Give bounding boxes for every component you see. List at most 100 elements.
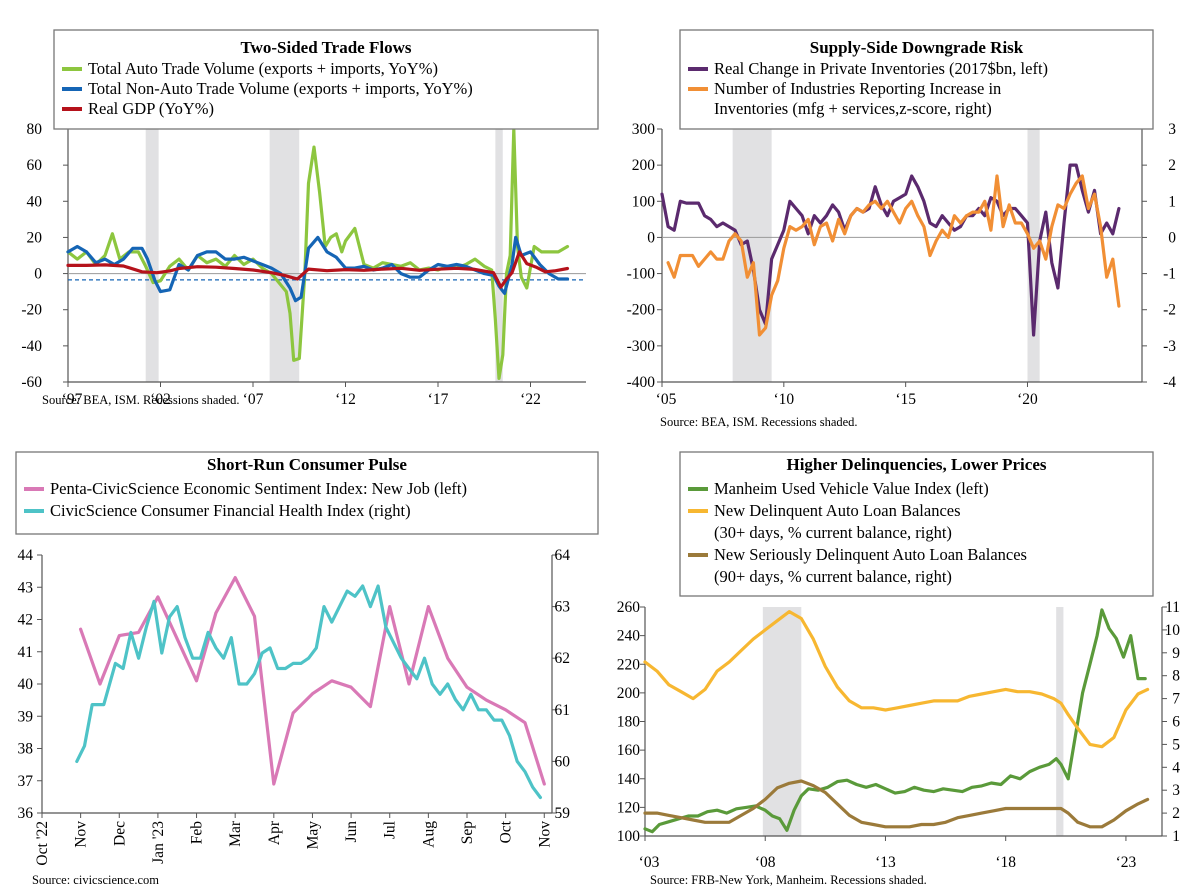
y-tick-label: 36 (18, 805, 34, 822)
y-tick-label: 0 (34, 266, 42, 283)
y-tick-label: 80 (27, 121, 43, 138)
y-tick-label-right: 59 (555, 805, 571, 822)
series-line-1 (643, 608, 1147, 834)
y-tick-label-right: 11 (1165, 599, 1180, 616)
x-tick-label: Oct '22 (34, 821, 51, 866)
y-tick-label: 140 (617, 771, 641, 788)
y-tick-label: 120 (617, 799, 641, 816)
x-tick-label: ‘03 (639, 854, 660, 871)
y-tick-label: -200 (627, 302, 656, 319)
recession-band (269, 129, 300, 382)
chart-title: Higher Delinquencies, Lower Prices (786, 455, 1046, 474)
x-tick-label: ‘10 (773, 391, 794, 408)
x-tick-label: Jan '23 (150, 821, 167, 864)
x-tick-label: ‘13 (875, 854, 896, 871)
y-tick-label-right: -2 (1163, 302, 1176, 319)
x-tick-label: ‘17 (428, 391, 449, 408)
y-tick-label: 260 (617, 599, 641, 616)
x-tick-label: ‘15 (895, 391, 916, 408)
recession-band (1056, 607, 1064, 836)
y-tick-label-right: -3 (1163, 338, 1176, 355)
y-tick-label: 180 (617, 714, 641, 731)
y-tick-label-right: -4 (1163, 374, 1176, 391)
y-tick-label: 43 (18, 579, 34, 596)
recession-band (1027, 129, 1040, 382)
x-tick-label: ‘97 (62, 391, 83, 408)
y-tick-label: 0 (647, 229, 655, 246)
legend-label: (90+ days, % current balance, right) (714, 567, 952, 586)
y-tick-label: 41 (18, 644, 34, 661)
y-tick-label-right: 9 (1172, 645, 1180, 662)
y-tick-label: 42 (18, 612, 34, 629)
y-tick-label: 40 (27, 193, 43, 210)
x-tick-label: Feb (189, 821, 206, 845)
series-line-1 (66, 127, 570, 380)
y-tick-label-right: 64 (555, 547, 571, 564)
y-tick-label: -100 (627, 266, 656, 283)
series-line-1 (660, 163, 1121, 337)
x-tick-label: ‘05 (656, 391, 677, 408)
chart-title: Supply-Side Downgrade Risk (810, 38, 1024, 57)
y-tick-label: 200 (617, 685, 641, 702)
x-tick-label: ‘23 (1116, 854, 1137, 871)
y-tick-label: 200 (632, 157, 656, 174)
y-tick-label: 44 (18, 547, 34, 564)
y-tick-label-right: 10 (1165, 622, 1181, 639)
x-tick-label: Sep (459, 821, 476, 845)
legend-box (679, 451, 1154, 597)
y-tick-label-right: 3 (1172, 782, 1180, 799)
source-note: Source: BEA, ISM. Recessions shaded. (660, 415, 858, 429)
x-tick-label: Nov (73, 821, 90, 848)
y-tick-label-right: 4 (1172, 759, 1180, 776)
series-line-3 (643, 779, 1150, 829)
chart-panel-p4: 260 240 220 200 180 160 140 120 100 11 10 9 8 7 6 5 4 3 2 1… (617, 451, 1181, 887)
recession-band (495, 129, 503, 382)
legend-label: Real Change in Private Inventories (2017… (714, 59, 1048, 78)
legend-label: (30+ days, % current balance, right) (714, 523, 952, 542)
y-tick-label-right: 6 (1172, 714, 1180, 731)
chart-title: Two-Sided Trade Flows (241, 38, 412, 57)
y-tick-label-right: 61 (555, 702, 571, 719)
recession-band (762, 607, 802, 836)
y-tick-label: 220 (617, 656, 641, 673)
y-tick-label-right: 7 (1172, 691, 1180, 708)
x-tick-label: ‘22 (520, 391, 541, 408)
legend-label: Penta-CivicScience Economic Sentiment In… (50, 479, 467, 498)
series-line-2 (643, 609, 1150, 749)
series-line-1 (78, 575, 546, 786)
legend-label: Total Auto Trade Volume (exports + impor… (88, 59, 438, 78)
y-tick-label-right: 2 (1172, 805, 1180, 822)
recession-band (145, 129, 159, 382)
legend-label: Real GDP (YoY%) (88, 99, 214, 118)
source-note: Source: FRB-New York, Manheim. Recession… (650, 873, 927, 887)
series-line-3 (66, 250, 570, 289)
y-tick-label: 38 (18, 741, 34, 758)
y-tick-label: -20 (21, 302, 42, 319)
y-tick-label-right: 63 (555, 599, 571, 616)
legend-label: Number of Industries Reporting Increase … (714, 79, 1001, 98)
chart-panel-p1: 80 60 40 20 0 -20 -40 -60 ‘97 ‘02 ‘07 ‘12 ‘17 ‘22 Two-… (21, 29, 599, 408)
recession-band (732, 129, 772, 382)
y-tick-label: 40 (18, 676, 34, 693)
x-tick-label: Jul (382, 821, 399, 839)
y-tick-label-right: 2 (1168, 157, 1176, 174)
x-tick-label: ‘12 (335, 391, 356, 408)
x-tick-label: ‘02 (150, 391, 171, 408)
x-tick-label: Aug (420, 821, 437, 848)
x-tick-label: ‘18 (995, 854, 1016, 871)
y-tick-label-right: 3 (1168, 121, 1176, 138)
x-tick-label: Apr (266, 820, 283, 845)
x-tick-label: ‘07 (243, 391, 264, 408)
y-tick-label: -40 (21, 338, 42, 355)
y-tick-label-right: 8 (1172, 668, 1180, 685)
legend-label: Inventories (mfg + services,z-score, rig… (714, 99, 992, 118)
legend-label: New Seriously Delinquent Auto Loan Balan… (714, 545, 1027, 564)
y-tick-label: 100 (617, 828, 641, 845)
chart-title: Short-Run Consumer Pulse (207, 455, 407, 474)
source-note: Source: BEA, ISM. Recessions shaded. (42, 393, 240, 407)
y-tick-label: 20 (27, 229, 43, 246)
y-tick-label: 300 (632, 121, 656, 138)
x-tick-label: Dec (111, 821, 128, 846)
legend-box (53, 29, 599, 130)
